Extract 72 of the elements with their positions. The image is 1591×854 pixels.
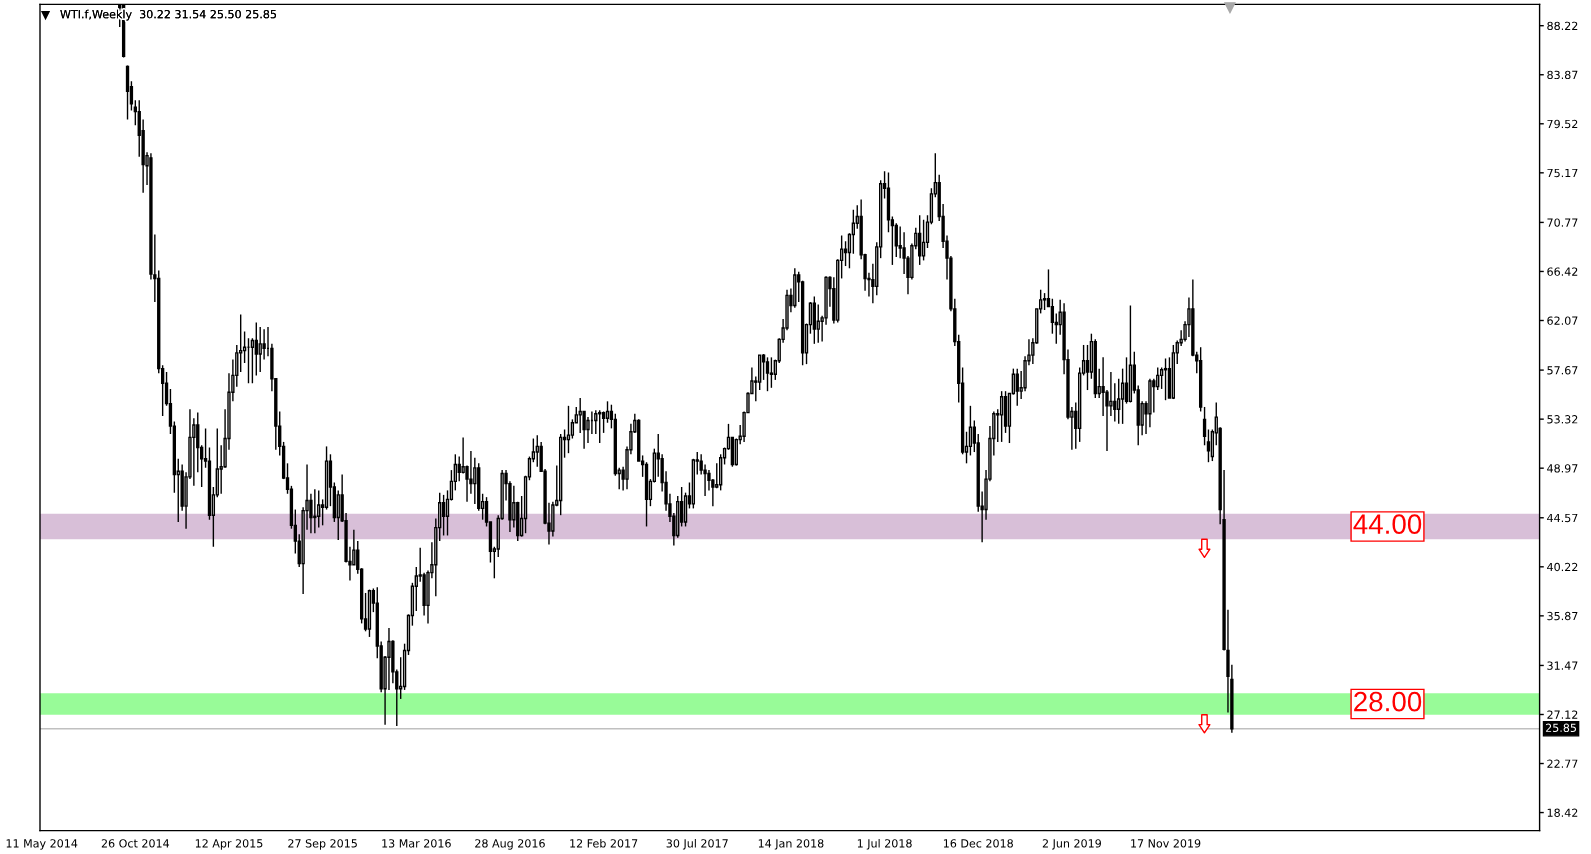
candlestick xyxy=(1015,367,1019,407)
ref-line-label: 25.85 xyxy=(1545,723,1576,733)
y-tick-label: 57.67 xyxy=(1547,366,1578,375)
candlestick xyxy=(313,488,317,534)
y-tick-label: 44.57 xyxy=(1547,513,1578,523)
candlestick xyxy=(1109,371,1113,417)
candlestick xyxy=(601,410,606,434)
y-tick-label: 22.77 xyxy=(1547,759,1578,768)
candlestick xyxy=(1085,344,1090,391)
candlestick xyxy=(1152,378,1156,414)
candlestick xyxy=(1117,378,1121,425)
y-tick-label: 40.22 xyxy=(1547,562,1578,572)
candlestick xyxy=(250,337,255,384)
candlestick xyxy=(317,489,321,529)
x-tick-label: 2 Jun 2019 xyxy=(1042,839,1101,850)
band-label: 28.00 xyxy=(1354,691,1422,712)
candlestick xyxy=(816,303,820,344)
candlestick xyxy=(1124,356,1129,405)
candlestick xyxy=(921,219,926,262)
candlestick xyxy=(1206,428,1211,463)
candlestick xyxy=(578,397,582,434)
x-tick-label: 12 Apr 2015 xyxy=(195,839,263,850)
candlestick xyxy=(336,489,340,541)
candlestick xyxy=(594,409,598,435)
candlestick xyxy=(999,390,1004,443)
candlestick xyxy=(570,418,575,440)
y-tick-label: 88.22 xyxy=(1547,21,1578,31)
candlestick xyxy=(535,434,539,468)
y-tick-label: 53.32 xyxy=(1547,415,1578,424)
candlestick xyxy=(414,566,418,612)
candlestick xyxy=(1163,357,1168,401)
x-tick-label: 30 Jul 2017 xyxy=(666,838,728,850)
x-tick-label: 16 Dec 2018 xyxy=(943,839,1013,848)
y-tick-label: 27.12 xyxy=(1547,710,1578,719)
x-tick-label: 26 Oct 2014 xyxy=(101,839,170,848)
candlestick xyxy=(262,328,266,361)
candlestick xyxy=(765,356,770,392)
candlestick xyxy=(968,405,973,457)
candlestick xyxy=(598,409,602,444)
candlestick xyxy=(1050,298,1055,335)
y-tick-label: 66.42 xyxy=(1547,267,1578,276)
y-tick-label: 70.77 xyxy=(1547,218,1578,227)
candlestick xyxy=(254,321,258,377)
candlestick xyxy=(1159,366,1164,390)
x-tick-label: 14 Jan 2018 xyxy=(758,839,824,850)
band-label: 44.00 xyxy=(1353,514,1422,534)
candlestick xyxy=(605,400,610,424)
y-tick-label: 48.97 xyxy=(1547,464,1578,473)
candlestick xyxy=(1202,406,1207,446)
candlestick xyxy=(441,494,446,537)
y-tick-label: 79.52 xyxy=(1547,119,1578,129)
y-tick-label: 75.17 xyxy=(1547,168,1578,178)
x-tick-label: 28 Aug 2016 xyxy=(475,839,545,850)
x-tick-label: 13 Mar 2016 xyxy=(382,839,451,848)
candlestick xyxy=(761,353,766,381)
x-tick-label: 17 Nov 2019 xyxy=(1131,839,1201,848)
y-tick-label: 62.07 xyxy=(1547,316,1578,325)
x-tick-label: 1 Jul 2018 xyxy=(857,838,912,850)
x-tick-label: 11 May 2014 xyxy=(6,839,78,850)
x-tick-label: 12 Feb 2017 xyxy=(570,838,638,848)
candlestick xyxy=(851,208,856,255)
candlestick xyxy=(894,222,898,258)
y-tick-label: 18.42 xyxy=(1547,808,1578,817)
candlestick xyxy=(918,214,922,266)
y-tick-label: 35.87 xyxy=(1547,611,1578,621)
y-tick-label: 83.87 xyxy=(1547,70,1578,80)
y-tick-label: 31.47 xyxy=(1547,661,1578,670)
candlestick xyxy=(239,313,243,373)
candlestick xyxy=(566,405,571,454)
x-tick-label: 27 Sep 2015 xyxy=(288,839,357,850)
candlestick xyxy=(258,326,262,373)
candlestick xyxy=(1120,367,1125,425)
